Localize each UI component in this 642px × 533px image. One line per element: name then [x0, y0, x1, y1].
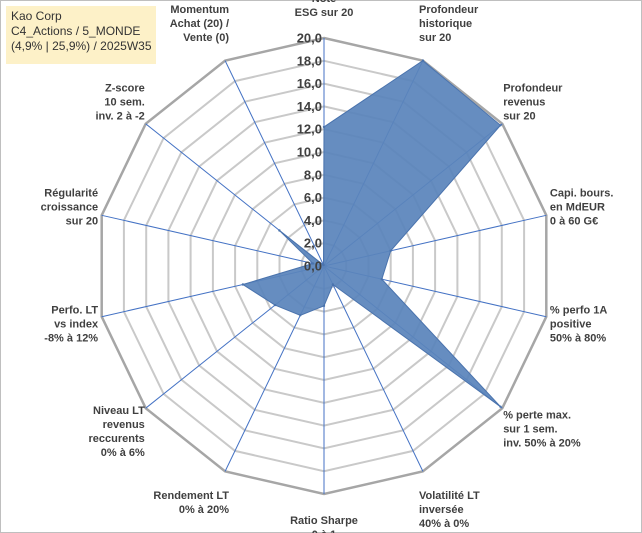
tick-label: 2,0: [304, 236, 322, 251]
data-point: [389, 249, 392, 252]
axis-label: reccurents: [89, 433, 145, 445]
tick-label: 12,0: [297, 122, 322, 137]
data-point: [499, 405, 502, 408]
axis-label: revenus: [503, 96, 545, 108]
axis-label: Capi. bours.: [550, 188, 614, 200]
axis-label: % perte max.: [503, 410, 571, 422]
axis-label: sur 20: [419, 32, 451, 44]
data-point: [273, 303, 277, 307]
data-point: [299, 314, 302, 317]
tick-label: 20,0: [297, 31, 322, 46]
axis-label: 0% à 6%: [101, 447, 145, 459]
axis-label: positive: [550, 318, 592, 330]
tick-label: 16,0: [297, 76, 322, 91]
axis-label: vs index: [54, 318, 99, 330]
tick-label: 10,0: [297, 145, 322, 160]
axis-label: Vente (0): [183, 32, 229, 44]
axis-label: inv. 50% à 20%: [503, 438, 581, 450]
axis-label: revenus: [103, 419, 145, 431]
axis-label: 0 à 1: [312, 529, 336, 533]
tick-label: 18,0: [297, 53, 322, 68]
axis-label: Niveau LT: [93, 405, 145, 417]
data-point: [241, 283, 245, 286]
data-point: [322, 125, 326, 129]
spoke-line: [101, 214, 325, 267]
axis-label: -8% à 12%: [44, 332, 98, 344]
axis-label: Note: [312, 0, 336, 5]
axis-label: Achat (20) /: [170, 18, 229, 30]
info-box: Kao Corp C4_Actions / 5_MONDE (4,9% | 25…: [6, 6, 156, 64]
tick-label: 6,0: [304, 190, 322, 205]
tick-label: 14,0: [297, 99, 322, 114]
axis-label: inv. 2 à -2: [95, 110, 144, 122]
axis-label: Régularité: [44, 188, 98, 200]
radar-series: [241, 59, 502, 408]
radial-ticks: 0,0 2,0 4,0 6,0 8,0 10,0 12,0 14,0 16,0 18,0 20,0: [297, 31, 322, 274]
axis-label: Rendement LT: [153, 490, 229, 502]
axis-label: Perfo. LT: [51, 304, 98, 316]
data-point: [331, 283, 335, 286]
axis-label: Z-score: [105, 82, 145, 94]
axis-label: % perfo 1A: [550, 304, 608, 316]
axis-labels: Note ESG sur 20 Profondeur historique sur 20…: [41, 0, 614, 533]
portfolio-name: C4_Actions / 5_MONDE: [11, 24, 141, 38]
axis-label: 0 à 60 G€: [550, 216, 598, 228]
tick-label: 0,0: [304, 259, 322, 274]
axis-label: inversée: [419, 504, 464, 516]
axis-label: sur 20: [66, 216, 98, 228]
axis-label: ESG sur 20: [295, 7, 354, 19]
data-point: [278, 229, 281, 232]
tick-label: 4,0: [304, 213, 322, 228]
spoke-line: [224, 60, 325, 267]
axis-label: Volatilité LT: [419, 490, 480, 502]
axis-label: 40% à 0%: [419, 518, 469, 530]
axis-label: 50% à 80%: [550, 332, 606, 344]
data-point: [499, 124, 502, 127]
axis-label: croissance: [41, 202, 98, 214]
axis-label: sur 1 sem.: [503, 424, 557, 436]
axis-label: Momentum: [170, 4, 229, 16]
axis-label: sur 20: [503, 110, 535, 122]
axis-label: 0% à 20%: [179, 504, 229, 516]
company-name: Kao Corp: [11, 9, 62, 23]
performance-stats: (4,9% | 25,9%) / 2025W35: [11, 39, 152, 53]
tick-label: 8,0: [304, 167, 322, 182]
axis-label: en MdEUR: [550, 202, 605, 214]
axis-label: Profondeur: [419, 4, 479, 16]
axis-label: historique: [419, 18, 472, 30]
spoke-line: [323, 265, 424, 472]
data-point: [311, 262, 315, 265]
axis-label: 10 sem.: [104, 96, 144, 108]
axis-label: Profondeur: [503, 82, 563, 94]
data-point: [380, 278, 383, 281]
data-point: [421, 59, 425, 62]
data-point: [322, 263, 325, 267]
data-point: [322, 304, 326, 308]
axis-label: Ratio Sharpe: [290, 515, 358, 527]
